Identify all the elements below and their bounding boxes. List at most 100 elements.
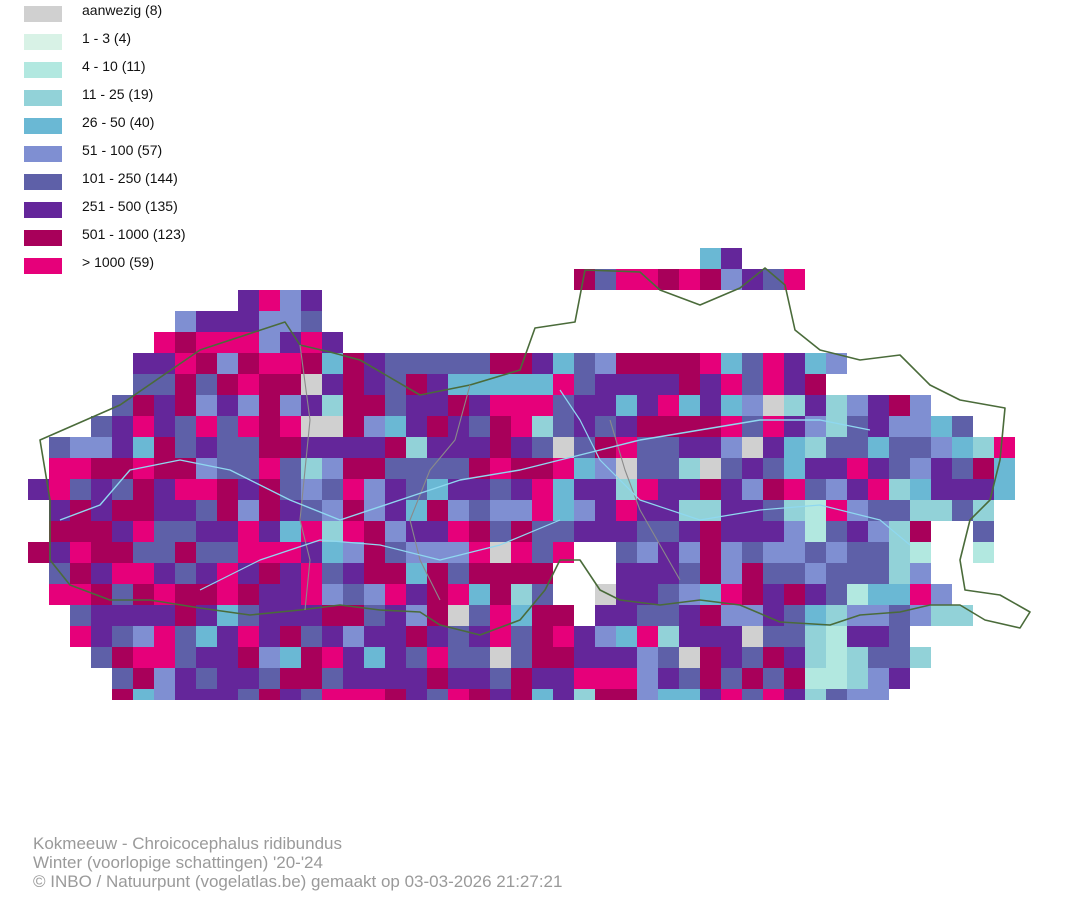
grid-cell [742,647,763,668]
grid-cell [595,668,616,689]
legend-swatch [24,230,62,246]
grid-cell [700,416,721,437]
grid-cell [595,437,616,458]
grid-cell [763,668,784,689]
grid-cell [910,584,931,605]
grid-cell [280,311,301,332]
grid-cell [133,605,154,626]
grid-cell [406,353,427,374]
grid-cell [217,332,238,353]
grid-cell [406,416,427,437]
grid-cell [217,479,238,500]
grid-cell [280,500,301,521]
grid-cell [658,458,679,479]
grid-cell [301,563,322,584]
grid-cell [175,689,196,700]
grid-cell [196,437,217,458]
grid-cell [910,500,931,521]
grid-cell [931,584,952,605]
grid-cell [301,521,322,542]
legend-label: > 1000 (59) [82,254,154,270]
grid-cell [469,395,490,416]
grid-cell [511,626,532,647]
legend-item: 11 - 25 (19) [24,84,244,112]
grid-cell [133,374,154,395]
grid-cell [721,605,742,626]
grid-cell [763,689,784,700]
grid-cell [532,437,553,458]
grid-cell [364,521,385,542]
grid-cell [259,458,280,479]
grid-cell [301,353,322,374]
grid-cell [91,542,112,563]
legend-swatch [24,146,62,162]
grid-cell [322,479,343,500]
grid-cell [196,668,217,689]
grid-cell [826,416,847,437]
grid-cell [133,626,154,647]
grid-cell [637,626,658,647]
grid-cell [847,500,868,521]
grid-cell [322,647,343,668]
grid-cell [217,353,238,374]
grid-cell [553,542,574,563]
grid-cell [469,374,490,395]
grid-cell [322,353,343,374]
grid-cell [679,584,700,605]
grid-cell [427,437,448,458]
grid-cell [847,668,868,689]
grid-cell [595,479,616,500]
grid-cell [343,458,364,479]
grid-cell [343,689,364,700]
grid-cell [385,647,406,668]
grid-cell [742,353,763,374]
grid-cell [574,668,595,689]
province-border-east [609,419,681,581]
grid-cell [511,437,532,458]
grid-cell [406,605,427,626]
grid-cell [847,416,868,437]
grid-cell [784,458,805,479]
grid-cell [532,395,553,416]
province-border-west [299,344,311,611]
grid-cell [448,374,469,395]
grid-cell [595,458,616,479]
grid-cell [511,584,532,605]
grid-cell [637,542,658,563]
grid-cell [847,584,868,605]
legend-item: 26 - 50 (40) [24,112,244,140]
grid-cell [637,479,658,500]
grid-cell [364,647,385,668]
grid-cell [574,374,595,395]
grid-cell [406,542,427,563]
grid-cell [490,647,511,668]
grid-cell [259,353,280,374]
grid-cell [28,542,49,563]
grid-cell [826,563,847,584]
grid-cell [70,437,91,458]
grid-cell [133,353,154,374]
grid-cell [469,353,490,374]
grid-cell [595,689,616,700]
grid-cell [721,647,742,668]
grid-cell [616,416,637,437]
grid-cell [637,437,658,458]
grid-cell [154,416,175,437]
grid-cell [952,416,973,437]
grid-cell [784,269,805,290]
grid-cell [784,626,805,647]
grid-cell [511,689,532,700]
grid-cell [364,689,385,700]
grid-cell [385,584,406,605]
grid-cell [364,542,385,563]
grid-cell [931,605,952,626]
grid-cell [910,395,931,416]
grid-cell [574,269,595,290]
grid-cell [196,332,217,353]
grid-cell [637,647,658,668]
grid-cell [700,458,721,479]
grid-cell [322,689,343,700]
grid-cell [448,395,469,416]
grid-cell [364,479,385,500]
grid-cell [889,584,910,605]
